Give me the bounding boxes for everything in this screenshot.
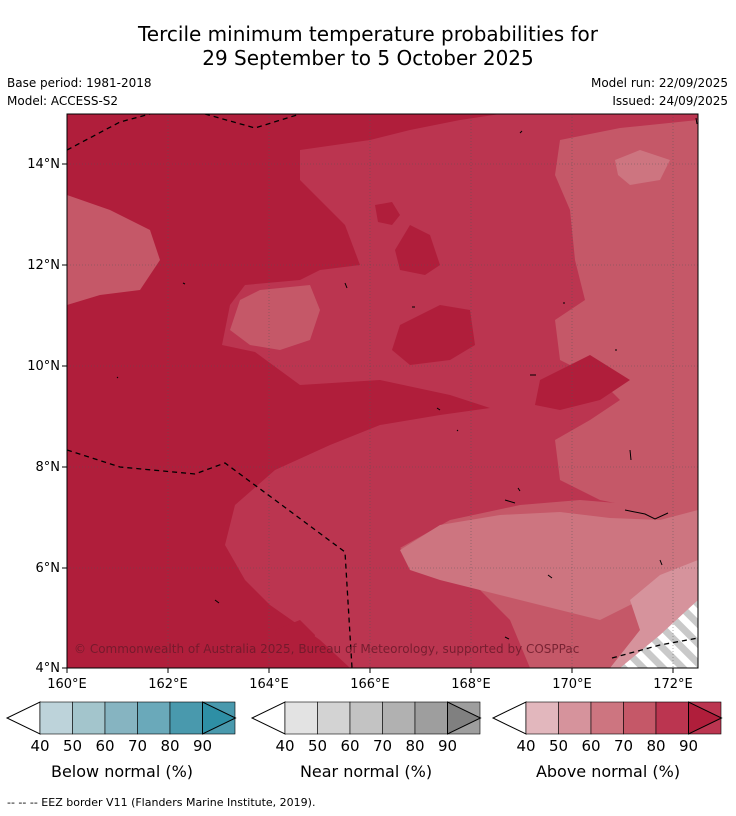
colorbar-near-swatch-4 [414, 701, 448, 735]
colorbar-below-tick-5: 90 [193, 737, 212, 755]
islands [116, 117, 698, 640]
colorbar-near-tick-1: 50 [308, 737, 327, 755]
masked-area [620, 600, 698, 668]
eez-footnote: -- -- -- EEZ border V11 (Flanders Marine… [7, 796, 316, 809]
meta-right: Model run: 22/09/2025 Issued: 24/09/2025 [591, 74, 728, 110]
colorbar-near-swatch-3 [382, 701, 416, 735]
eez-border-north [67, 114, 301, 151]
copyright-notice: © Commonwealth of Australia 2025, Bureau… [74, 642, 579, 656]
probability-map: 14°N 12°N 10°N 8°N 6°N 4°N 160°E 162°E 1… [5, 113, 723, 755]
colorbar-above-tick-0: 40 [516, 737, 535, 755]
field-80-90-patch-1 [395, 225, 440, 275]
colorbar-below-tick-3: 70 [128, 737, 147, 755]
eez-borders [67, 114, 698, 668]
lat-label-10: 10°N [27, 359, 60, 374]
lat-label-6: 6°N [36, 561, 61, 576]
meta-left: Base period: 1981-2018 Model: ACCESS-S2 [7, 74, 152, 110]
lon-label-160: 160°E [47, 677, 87, 692]
colorbar-above-tick-4: 80 [646, 737, 665, 755]
field-60-70-center [230, 285, 320, 350]
lon-label-162: 162°E [148, 677, 188, 692]
title-line-1: Tercile minimum temperature probabilitie… [137, 22, 599, 46]
field-50-60-ne [615, 150, 670, 185]
graticule [67, 114, 698, 668]
lon-label-168: 168°E [451, 677, 491, 692]
colorbar-below-tick-4: 80 [160, 737, 179, 755]
colorbar-below-tick-0: 40 [30, 737, 49, 755]
field-80-90-patch-2 [392, 305, 475, 365]
lat-label-14: 14°N [27, 157, 60, 172]
field-60-70-west [67, 195, 160, 305]
field-80-90-patch-5 [275, 620, 315, 660]
colorbar-near-high-arrow [447, 701, 482, 735]
colorbar-below-swatch-1 [72, 701, 106, 735]
colorbar-above-swatch-0 [525, 701, 559, 735]
colorbar-below-low-arrow [5, 701, 41, 735]
colorbar-label-below: Below normal (%) [50, 762, 194, 781]
field-60-70 [555, 120, 698, 510]
lon-label-172: 172°E [653, 677, 693, 692]
eez-border-se [611, 637, 698, 659]
lon-label-166: 166°E [350, 677, 390, 692]
map-field [67, 114, 698, 668]
colorbar-above-swatch-4 [655, 701, 689, 735]
colorbar-near-tick-2: 60 [340, 737, 359, 755]
colorbar-below-high-arrow [202, 701, 237, 735]
colorbar-label-above: Above normal (%) [535, 762, 681, 781]
colorbar-above-swatch-2 [590, 701, 624, 735]
colorbar-above-tick-2: 60 [581, 737, 600, 755]
colorbar-above-low-arrow [491, 701, 527, 735]
colorbar-below-swatch-3 [137, 701, 171, 735]
colorbar-near-tick-0: 40 [275, 737, 294, 755]
colorbar-near-tick-3: 70 [373, 737, 392, 755]
colorbar-near-swatch-1 [317, 701, 351, 735]
colorbar-below-tick-1: 50 [63, 737, 82, 755]
colorbar-above-swatch-3 [623, 701, 657, 735]
eez-border-south [67, 449, 353, 668]
field-80-90-patch-3 [535, 355, 630, 410]
map-frame [66, 113, 699, 669]
colorbar-above-tick-3: 70 [614, 737, 633, 755]
field-80-90-patch-4 [375, 202, 400, 225]
model-name: Model: ACCESS-S2 [7, 94, 119, 108]
colorbar-below-swatch-2 [104, 701, 138, 735]
colorbar-above-tick-1: 50 [549, 737, 568, 755]
model-run: Model run: 22/09/2025 [590, 76, 728, 90]
colorbar-below-swatch-0 [39, 701, 73, 735]
title-line-2: 29 September to 5 October 2025 [202, 46, 534, 70]
lat-label-12: 12°N [27, 258, 60, 273]
colorbar-near-swatch-0 [284, 701, 318, 735]
issued-date: Issued: 24/09/2025 [612, 94, 728, 108]
field-50-60 [400, 510, 698, 620]
colorbar-below-swatch-4 [169, 701, 203, 735]
lat-label-4: 4°N [36, 661, 61, 676]
lon-label-164: 164°E [249, 677, 289, 692]
colorbar-near-low-arrow [250, 701, 286, 735]
axis-ticks [62, 163, 674, 673]
colorbars: 40 50 60 70 80 90 40 50 60 70 80 90 40 50 60 70 80 90 [5, 701, 723, 755]
lat-label-8: 8°N [36, 460, 61, 475]
lon-label-170: 170°E [552, 677, 592, 692]
colorbar-near-tick-5: 90 [438, 737, 457, 755]
colorbar-near-tick-4: 80 [405, 737, 424, 755]
colorbar-near-swatch-2 [349, 701, 383, 735]
base-period: Base period: 1981-2018 [7, 76, 152, 90]
colorbar-label-near: Near normal (%) [299, 762, 433, 781]
colorbar-above-swatch-1 [558, 701, 592, 735]
colorbar-above-high-arrow [688, 701, 723, 735]
colorbar-above-tick-5: 90 [679, 737, 698, 755]
colorbar-below-tick-2: 60 [95, 737, 114, 755]
map-title: Tercile minimum temperature probabilitie… [0, 22, 736, 70]
